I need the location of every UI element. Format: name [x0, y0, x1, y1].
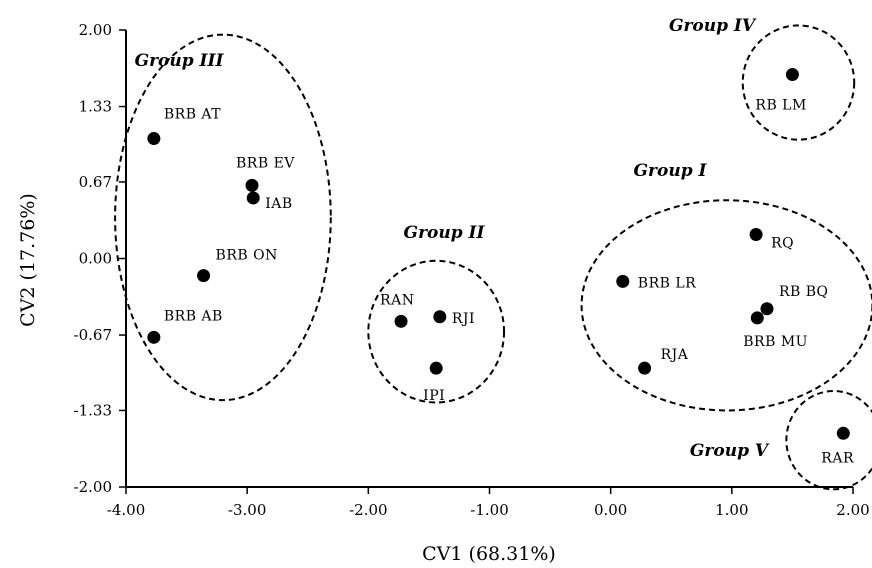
group-label: Group I	[634, 161, 708, 181]
x-tick-label: -2.00	[349, 501, 387, 519]
y-tick-label: -0.67	[74, 326, 112, 344]
data-point	[760, 302, 774, 316]
group-label: Group V	[690, 441, 770, 461]
group-ellipse	[741, 24, 856, 141]
point-label: BRB AT	[164, 107, 221, 123]
data-point	[750, 311, 764, 325]
data-point	[245, 178, 259, 192]
y-tick-label: -2.00	[74, 478, 112, 496]
data-point	[785, 68, 799, 82]
x-tick-label: -3.00	[228, 501, 266, 519]
data-point	[836, 426, 850, 440]
data-point	[394, 314, 408, 328]
group-label: Group III	[135, 51, 225, 71]
point-label: BRB LR	[638, 275, 696, 291]
point-label: RB LM	[755, 98, 806, 114]
group-ellipse	[114, 33, 332, 402]
point-label: IPI	[423, 388, 445, 404]
point-label: RB BQ	[779, 284, 829, 300]
x-tick-label: 2.00	[836, 501, 869, 519]
y-tick-label: 1.33	[79, 98, 112, 116]
point-labels: BRB AT BRB EV IAB BRB ON BRB AB RAN RJI IPI BRB …	[164, 98, 854, 467]
data-points	[147, 68, 850, 440]
group-label: Group II	[404, 223, 486, 243]
point-label: BRB ON	[216, 248, 278, 264]
point-label: RQ	[771, 236, 794, 252]
data-point	[638, 361, 652, 375]
point-label: RJA	[661, 347, 689, 363]
point-label: RAN	[380, 292, 414, 308]
group-ellipse	[785, 390, 872, 491]
x-tick-label: 0.00	[594, 501, 627, 519]
point-label: BRB AB	[164, 308, 223, 324]
group-labels: Group I Group II Group III Group IV Group V	[135, 16, 770, 461]
point-label: RJI	[452, 311, 475, 327]
data-point	[246, 191, 260, 205]
data-point	[616, 274, 630, 288]
data-point	[749, 228, 763, 242]
group-ellipses	[114, 24, 872, 491]
tick-marks: -4.00 -3.00 -2.00 -1.00 0.00 1.00 2.00 2.00 1.33…	[74, 21, 870, 519]
group-label: Group IV	[669, 16, 757, 36]
y-tick-label: 2.00	[79, 21, 112, 39]
data-point	[147, 132, 161, 146]
y-axis-title: CV2 (17.76%)	[17, 193, 39, 327]
x-tick-label: 1.00	[715, 501, 748, 519]
x-tick-label: -4.00	[107, 501, 145, 519]
point-label: IAB	[265, 196, 292, 212]
point-label: BRB MU	[743, 334, 808, 350]
group-ellipse	[367, 259, 506, 404]
data-point	[433, 310, 447, 324]
group-ellipse	[580, 199, 872, 412]
x-axis-title: CV1 (68.31%)	[422, 543, 556, 565]
point-label: RAR	[821, 450, 854, 466]
data-point	[429, 361, 443, 375]
data-point	[197, 269, 211, 283]
data-point	[147, 330, 161, 344]
y-tick-label: -1.33	[74, 401, 112, 419]
y-tick-label: 0.67	[79, 173, 112, 191]
y-tick-label: 0.00	[79, 250, 112, 268]
x-tick-label: -1.00	[470, 501, 508, 519]
point-label: BRB EV	[236, 155, 295, 171]
